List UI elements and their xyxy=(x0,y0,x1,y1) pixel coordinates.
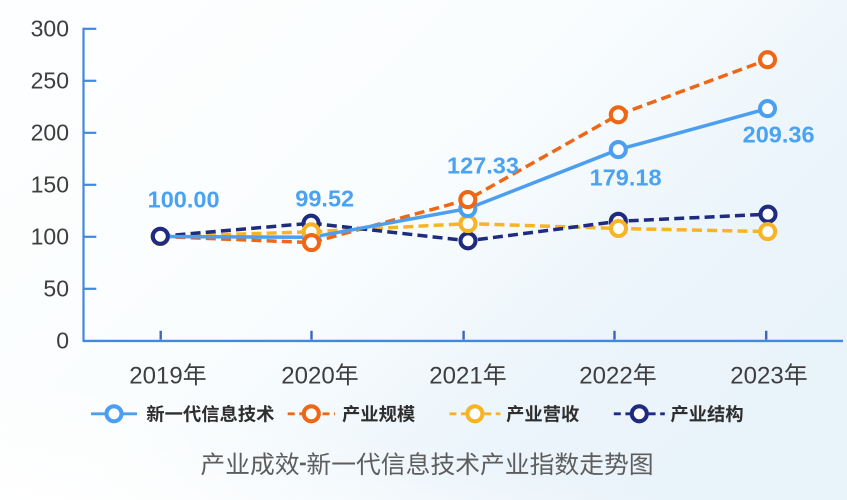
svg-text:250: 250 xyxy=(31,68,69,94)
svg-text:209.36: 209.36 xyxy=(743,121,815,147)
svg-text:150: 150 xyxy=(31,172,69,198)
svg-text:2021: 2021 xyxy=(429,363,482,390)
svg-text:100: 100 xyxy=(31,224,69,250)
svg-text:2022: 2022 xyxy=(579,363,632,390)
svg-text:2023: 2023 xyxy=(730,363,783,390)
svg-text:99.52: 99.52 xyxy=(295,185,354,211)
svg-text:0: 0 xyxy=(56,328,69,354)
svg-text:179.18: 179.18 xyxy=(590,164,662,190)
svg-text:200: 200 xyxy=(31,120,69,146)
svg-text:100.00: 100.00 xyxy=(148,187,220,213)
svg-text:300: 300 xyxy=(31,16,69,42)
svg-text:2020: 2020 xyxy=(281,363,334,390)
svg-text:127.33: 127.33 xyxy=(447,153,519,179)
svg-text:2019: 2019 xyxy=(129,363,182,390)
svg-text:50: 50 xyxy=(43,276,69,302)
